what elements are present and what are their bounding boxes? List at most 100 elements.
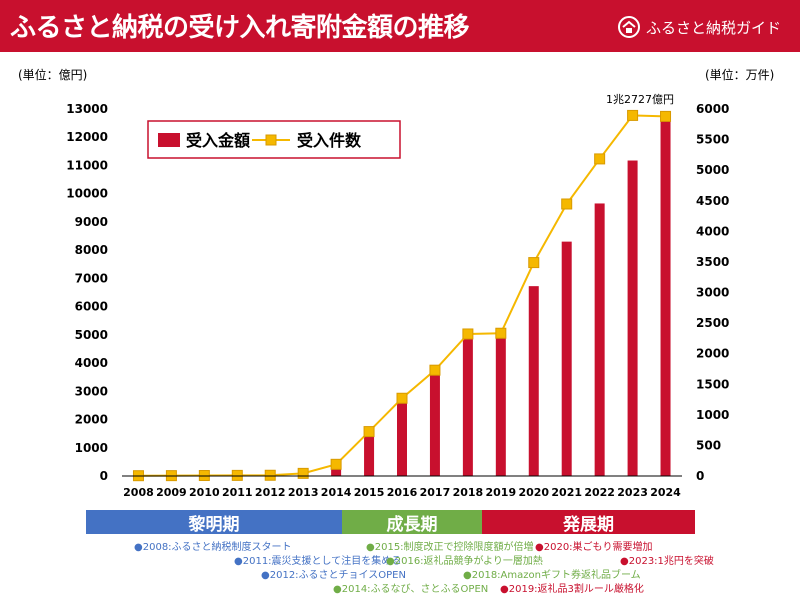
- note-text: 2011:震災支援として注目を集める: [242, 556, 402, 567]
- bullet-icon: ●: [463, 570, 472, 581]
- line-point-2020: [528, 257, 540, 269]
- line-point-2012: [264, 469, 276, 481]
- x-tick-label: 2019: [486, 486, 517, 499]
- left-tick-label: 4000: [75, 356, 108, 370]
- note-text: 2016:返礼品競争がより一層加熱: [394, 556, 543, 567]
- bullet-icon: ●: [366, 542, 375, 553]
- x-tick-label: 2020: [518, 486, 549, 499]
- left-tick-label: 10000: [66, 187, 108, 201]
- note-text: 2023:1兆円を突破: [628, 556, 714, 567]
- brand[interactable]: ふるさと納税ガイド: [618, 15, 781, 39]
- line-point-2021: [561, 198, 573, 210]
- x-tick-label: 2018: [453, 486, 484, 499]
- x-tick-label: 2010: [189, 486, 220, 499]
- x-tick-label: 2012: [255, 486, 286, 499]
- note-text: 2020:巣ごもり需要増加: [543, 542, 653, 553]
- timeline-phase-1: 成長期: [342, 510, 482, 535]
- line-point-2023: [627, 109, 639, 121]
- page-title: ふるさと納税の受け入れ寄附金額の推移: [10, 13, 470, 43]
- left-tick-label: 8000: [75, 243, 108, 257]
- chart-axes: 0100020003000400050006000700080009000100…: [66, 102, 729, 499]
- note-text: 2012:ふるさとチョイスOPEN: [269, 570, 406, 581]
- note-text: 2018:Amazonギフト券返礼品ブーム: [471, 570, 641, 581]
- bar-series: [133, 116, 671, 477]
- line-point-2019: [495, 327, 507, 339]
- right-tick-label: 500: [696, 438, 721, 452]
- line-point-2024: [660, 110, 672, 122]
- bullet-icon: ●: [333, 584, 342, 595]
- x-tick-label: 2014: [321, 486, 352, 499]
- right-tick-label: 6000: [696, 102, 729, 116]
- left-tick-label: 2000: [75, 413, 108, 427]
- left-tick-label: 9000: [75, 215, 108, 229]
- bar-2022: [594, 203, 605, 477]
- bullet-icon: ●: [386, 556, 395, 567]
- bar-2015: [364, 429, 375, 476]
- line-point-2022: [594, 153, 606, 165]
- bar-2024: [660, 116, 671, 476]
- timeline-note: ●2012:ふるさとチョイスOPEN: [261, 570, 406, 582]
- right-tick-label: 5500: [696, 133, 729, 147]
- bullet-icon: ●: [134, 542, 143, 553]
- brand-name: ふるさと納税ガイド: [646, 18, 782, 37]
- bullet-icon: ●: [620, 556, 629, 567]
- x-tick-label: 2017: [420, 486, 451, 499]
- bar-2021: [561, 241, 572, 476]
- left-tick-label: 13000: [66, 102, 108, 116]
- left-tick-label: 12000: [66, 130, 108, 144]
- legend-bar-label: 受入金額: [186, 131, 250, 150]
- line-point-2018: [462, 328, 474, 340]
- line-point-2015: [363, 426, 375, 438]
- header-bar: ふるさと納税の受け入れ寄附金額の推移 ふるさと納税ガイド: [0, 0, 800, 52]
- timeline-note: ●2011:震災支援として注目を集める: [234, 556, 401, 568]
- timeline-note: ●2016:返礼品競争がより一層加熱: [386, 556, 543, 568]
- right-tick-label: 2500: [696, 316, 729, 330]
- right-tick-label: 1500: [696, 377, 729, 391]
- right-tick-label: 0: [696, 469, 704, 483]
- x-tick-label: 2008: [123, 486, 154, 499]
- x-tick-label: 2009: [156, 486, 187, 499]
- right-tick-label: 2000: [696, 347, 729, 361]
- timeline-note: ●2019:返礼品3割ルール厳格化: [500, 584, 644, 596]
- note-text: 2008:ふるさと納税制度スタート: [142, 542, 292, 553]
- x-tick-label: 2013: [288, 486, 319, 499]
- left-tick-label: 1000: [75, 441, 108, 455]
- bullet-icon: ●: [535, 542, 544, 553]
- left-tick-label: 7000: [75, 271, 108, 285]
- x-tick-label: 2015: [354, 486, 385, 499]
- legend-line-label: 受入件数: [297, 131, 362, 150]
- bar-2018: [462, 331, 473, 476]
- bar-2014: [331, 465, 342, 476]
- note-text: 2015:制度改正で控除限度額が倍増: [374, 542, 534, 553]
- bar-2017: [429, 372, 440, 476]
- legend-line-marker: [265, 134, 277, 146]
- x-tick-label: 2023: [617, 486, 648, 499]
- bar-2019: [495, 338, 506, 476]
- x-tick-label: 2016: [387, 486, 418, 499]
- right-tick-label: 4000: [696, 224, 729, 238]
- line-point-2017: [429, 364, 441, 376]
- timeline-note: ●2015:制度改正で控除限度額が倍増: [366, 542, 534, 554]
- x-tick-label: 2021: [551, 486, 582, 499]
- x-tick-label: 2022: [584, 486, 615, 499]
- right-tick-label: 1000: [696, 408, 729, 422]
- note-text: 2019:返礼品3割ルール厳格化: [508, 584, 644, 595]
- left-axis-unit-label: (単位：億円): [18, 67, 87, 82]
- right-axis-unit-label: (単位：万件): [705, 67, 774, 82]
- left-tick-label: 6000: [75, 300, 108, 314]
- peak-annotation: 1兆2727億円: [606, 93, 674, 106]
- bullet-icon: ●: [261, 570, 270, 581]
- line-point-2016: [396, 392, 408, 404]
- x-tick-label: 2011: [222, 486, 253, 499]
- timeline-note: ●2014:ふるなび、さとふるOPEN: [333, 584, 488, 596]
- timeline-phase-0: 黎明期: [86, 510, 342, 535]
- left-tick-label: 0: [100, 469, 108, 483]
- right-tick-label: 3500: [696, 255, 729, 269]
- left-tick-label: 11000: [66, 158, 108, 172]
- right-tick-label: 4500: [696, 194, 729, 208]
- line-point-2013: [297, 467, 309, 479]
- timeline-phase-2: 発展期: [482, 510, 695, 535]
- bar-2016: [397, 395, 407, 476]
- legend-bar-swatch: [158, 133, 180, 147]
- timeline-notes: ●2008:ふるさと納税制度スタート ●2011:震災支援として注目を集める ●20…: [0, 538, 800, 600]
